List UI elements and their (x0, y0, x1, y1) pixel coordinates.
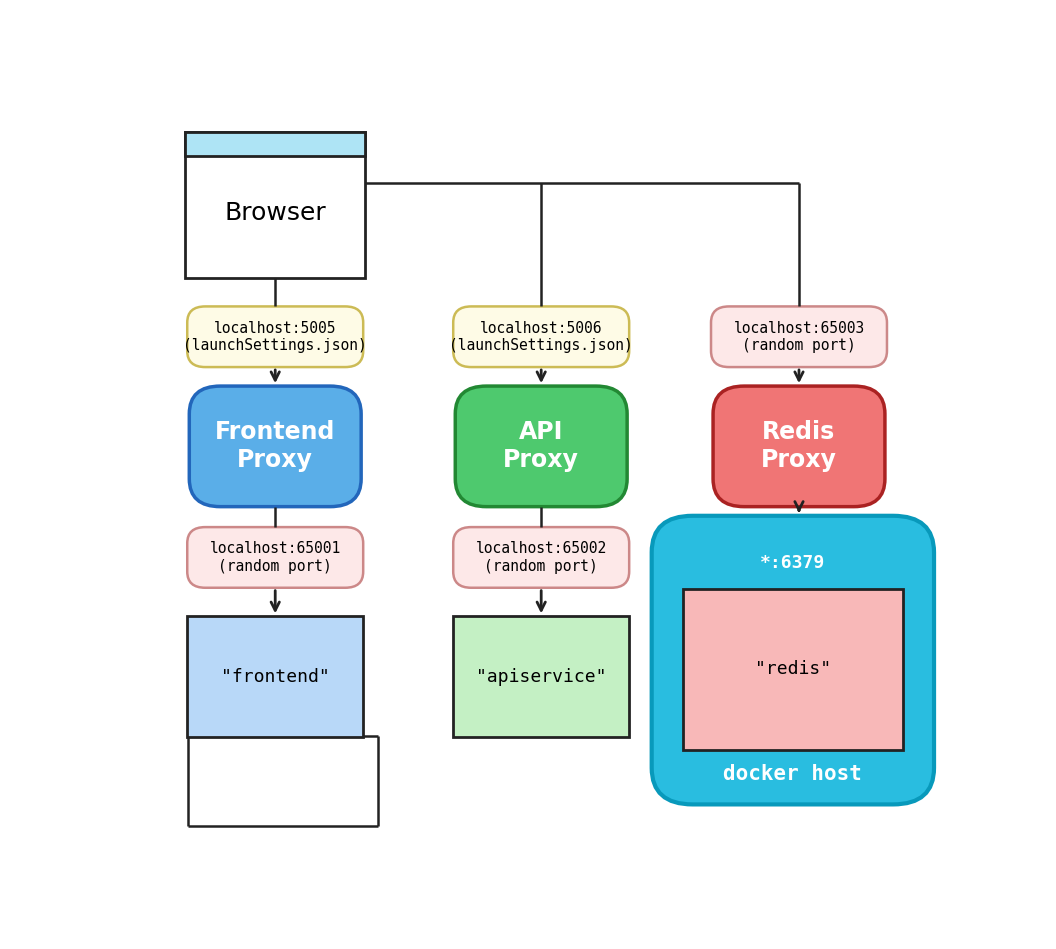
FancyBboxPatch shape (713, 386, 885, 507)
FancyBboxPatch shape (187, 307, 363, 367)
Text: API
Proxy: API Proxy (504, 420, 579, 473)
FancyBboxPatch shape (711, 307, 887, 367)
Text: localhost:65003
(random port): localhost:65003 (random port) (733, 321, 865, 353)
FancyBboxPatch shape (652, 516, 934, 805)
FancyBboxPatch shape (189, 386, 361, 507)
Text: "frontend": "frontend" (221, 667, 329, 685)
Bar (453, 616, 629, 736)
Text: docker host: docker host (723, 764, 863, 784)
Bar (185, 132, 365, 156)
Text: localhost:5005
(launchSettings.json): localhost:5005 (launchSettings.json) (184, 321, 367, 353)
Text: "redis": "redis" (755, 661, 831, 679)
FancyBboxPatch shape (455, 386, 627, 507)
Bar (187, 616, 363, 736)
Bar (683, 588, 903, 750)
Text: Browser: Browser (224, 200, 326, 225)
Text: "apiservice": "apiservice" (476, 667, 606, 685)
Text: *:6379: *:6379 (760, 554, 826, 572)
Text: localhost:65001
(random port): localhost:65001 (random port) (209, 541, 341, 573)
Text: Redis
Proxy: Redis Proxy (761, 420, 837, 473)
Text: Frontend
Proxy: Frontend Proxy (215, 420, 336, 473)
Bar (185, 132, 365, 278)
Text: localhost:65002
(random port): localhost:65002 (random port) (475, 541, 607, 573)
FancyBboxPatch shape (453, 307, 629, 367)
FancyBboxPatch shape (187, 527, 363, 587)
Text: localhost:5006
(launchSettings.json): localhost:5006 (launchSettings.json) (449, 321, 634, 353)
FancyBboxPatch shape (453, 527, 629, 587)
